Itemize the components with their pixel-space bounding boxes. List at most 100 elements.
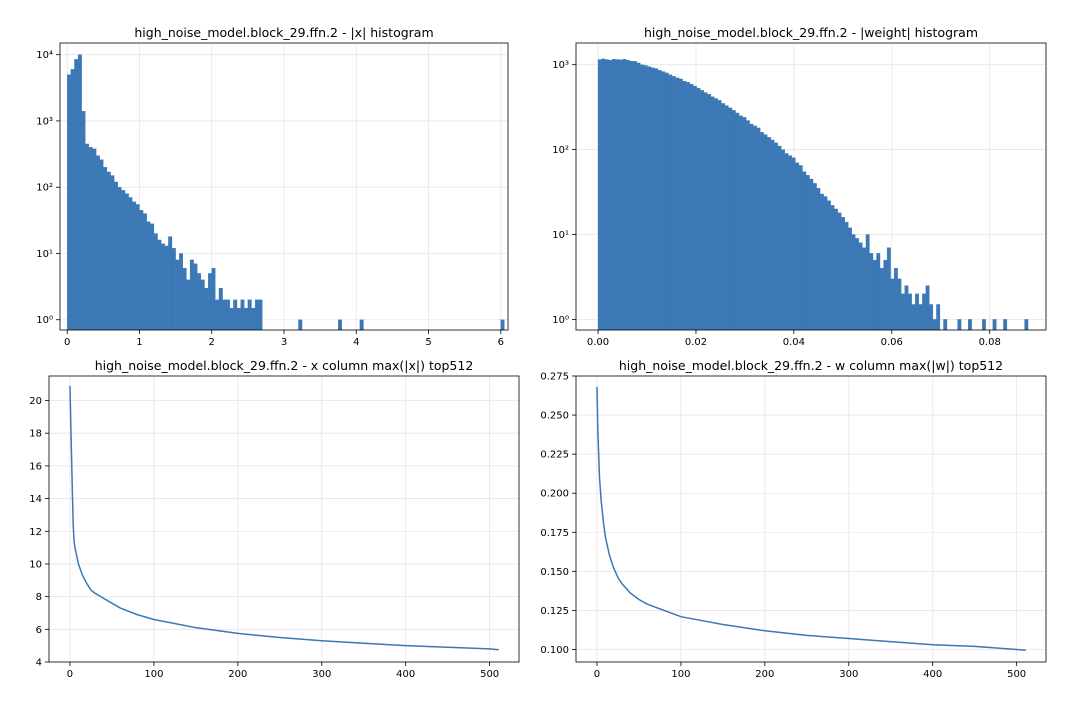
y-tick-label: 6 [36,625,42,636]
histogram-bar [869,253,874,331]
histogram-bar [211,268,216,331]
x-tick-label: 6 [498,337,504,348]
x-tick-label: 5 [425,337,431,348]
x-tick-label: 100 [144,669,163,680]
x-tick-label: 500 [1007,669,1026,680]
histogram-bar [215,299,220,331]
histogram-bar [218,287,223,331]
histogram-bar [848,227,852,331]
histogram-bar [338,319,342,331]
histogram-bar [654,68,659,331]
histogram-bar [749,123,754,331]
x-tick-label: 100 [671,669,690,680]
histogram-bar [92,148,97,331]
histogram-bar [827,200,831,331]
histogram-bar [809,178,814,331]
histogram-bar [70,69,75,331]
histogram-bar [795,162,800,331]
histogram-bar [67,74,71,331]
histogram-bar [968,319,972,331]
axes-frame [575,375,1047,663]
histogram-bar [99,159,104,331]
histogram-bar [619,59,623,331]
histogram-bar [139,210,144,331]
histogram-bar [661,71,666,331]
y-tick-label: 10¹ [552,230,569,241]
histogram-bar [819,193,824,331]
y-tick-label: 10⁰ [552,315,569,326]
y-tick-label: 20 [29,396,42,407]
histogram-bar [918,304,923,331]
histogram-bar [717,100,722,331]
histogram-bar [791,157,796,331]
x-tick-label: 3 [281,337,287,348]
histogram-bar [700,90,704,331]
histogram-bar [925,285,930,331]
histogram-bar [153,233,158,331]
y-tick-label: 0.175 [540,528,569,539]
histogram-bar [812,183,817,331]
histogram-bar [643,65,648,331]
x-tick-label: 200 [228,669,247,680]
x-tick-label: 200 [755,669,774,680]
y-tick-label: 10² [36,183,53,194]
histogram-bar [81,111,86,331]
histogram-bar [763,134,768,331]
histogram-bar [675,77,680,331]
histogram-bar [168,236,173,331]
histogram-bar [798,165,803,331]
histogram-bar [150,223,155,331]
histogram-bar [247,299,252,331]
histogram-bar [103,167,108,331]
histogram-bar [629,61,634,331]
histogram-bar [886,247,891,331]
histogram-bar [664,72,669,331]
histogram-bar [251,307,256,331]
histogram-bar [784,153,789,331]
x-tick-label: 0.06 [881,337,903,348]
histogram-bar [601,58,606,331]
y-tick-label: 0.125 [540,606,569,617]
histogram-bar [982,319,986,331]
histogram-bar [626,60,630,331]
histogram-bar [95,155,100,331]
histogram-bar [735,112,740,331]
histogram-bar [760,132,764,331]
histogram-bar [742,117,747,331]
histogram-bar [114,181,118,331]
histogram-bar [244,307,249,331]
histogram-bar [922,293,927,331]
series-line [69,385,499,651]
chart-title: high_noise_model.block_29.ffn.2 - |weigh… [644,25,978,40]
axes-frame [575,42,1047,331]
histogram-bar [622,59,627,331]
histogram-bar [865,234,870,331]
histogram-bar [802,171,807,331]
histogram-bar [883,259,888,331]
histogram-bar [193,263,198,331]
histogram-bar [805,174,810,331]
weight-abs-histogram-chart: high_noise_model.block_29.ffn.2 - |weigh… [552,25,1047,348]
histogram-bar [298,319,303,331]
histogram-bar [233,299,238,331]
histogram-bar [197,273,202,331]
histogram-bar [615,59,620,331]
histogram-bar [1024,319,1029,331]
histogram-bar [738,115,743,331]
histogram-bar [901,293,905,331]
histogram-bar [777,145,782,331]
histogram-bar [788,155,793,331]
histogram-bar [834,208,838,331]
x-tick-label: 1 [136,337,142,348]
histogram-bar [710,96,715,331]
histogram-bar [890,278,895,331]
histogram-bar [1003,319,1008,331]
histogram-bar [707,93,711,331]
x-tick-label: 0.02 [685,337,707,348]
histogram-bar [236,307,241,331]
histogram-bar [879,268,884,331]
y-tick-label: 10³ [36,116,53,127]
histogram-bar [597,59,602,331]
histogram-bar [222,299,227,331]
histogram-bar [240,299,245,331]
